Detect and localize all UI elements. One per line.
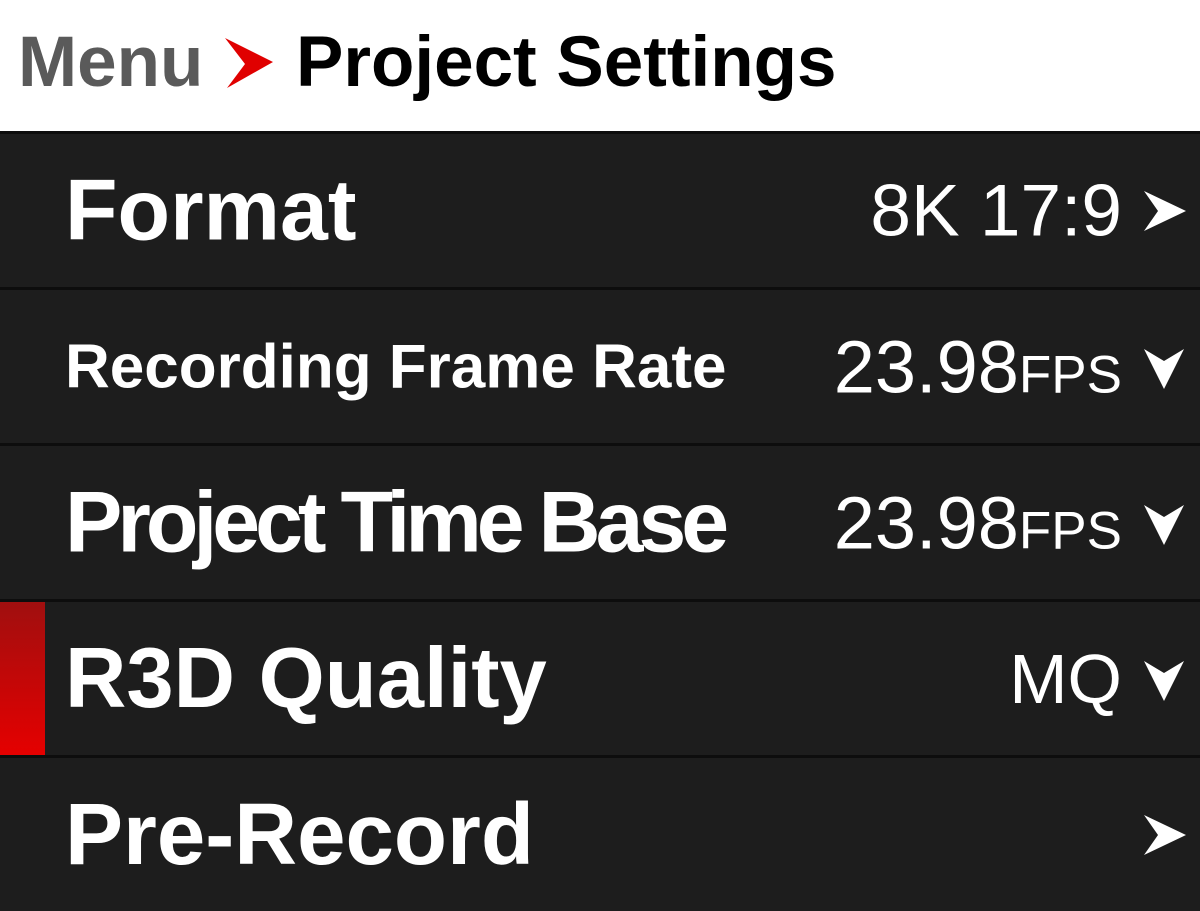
breadcrumb-menu[interactable]: Menu [18, 23, 204, 102]
chevron-right-icon [1144, 814, 1186, 855]
header: Menu Project Settings [0, 0, 1200, 134]
item-label: Project Time Base [65, 474, 729, 570]
item-value: 23.98FPS [833, 481, 1122, 564]
unit-label: FPS [1018, 501, 1122, 560]
item-label: Pre-Record [65, 785, 534, 883]
item-label: Recording Frame Rate [65, 332, 727, 401]
selection-indicator [0, 602, 45, 755]
chevron-down-icon [1144, 660, 1184, 701]
item-value: 8K 17:9 [870, 170, 1122, 251]
menu-item-project-time-base[interactable]: Project Time Base 23.98FPS [0, 446, 1200, 599]
item-value: 23.98FPS [833, 325, 1122, 408]
chevron-down-icon [1144, 348, 1184, 389]
chevron-down-icon [1144, 504, 1184, 545]
chevron-right-icon [225, 38, 273, 88]
item-value: MQ [1009, 639, 1122, 718]
item-label: R3D Quality [65, 630, 547, 726]
unit-label: FPS [1018, 345, 1122, 404]
item-label: Format [65, 162, 357, 258]
chevron-right-icon [1144, 190, 1186, 231]
menu-item-r3d-quality[interactable]: R3D Quality MQ [0, 602, 1200, 755]
menu-item-format[interactable]: Format 8K 17:9 [0, 134, 1200, 287]
menu-item-pre-record[interactable]: Pre-Record [0, 758, 1200, 911]
menu-item-recording-frame-rate[interactable]: Recording Frame Rate 23.98FPS [0, 290, 1200, 443]
page-title: Project Settings [296, 23, 837, 102]
